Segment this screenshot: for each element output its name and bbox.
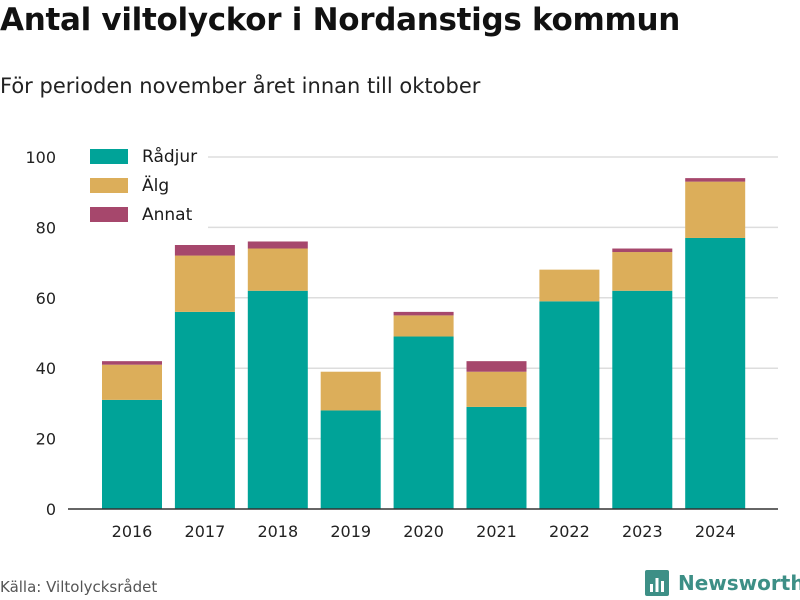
legend-label: Annat [142, 205, 193, 225]
bar-segment-rådjur [247, 290, 308, 509]
bar-segment-älg [102, 364, 162, 400]
bar-segment-rådjur [612, 290, 673, 509]
legend-swatch [90, 207, 128, 222]
bar-segment-annat [685, 178, 746, 182]
legend: Rådjur Älg Annat [90, 146, 197, 225]
legend-swatch [90, 178, 128, 193]
y-tick-label: 40 [36, 359, 56, 378]
bar-segment-rådjur [393, 336, 454, 509]
bars [102, 178, 746, 509]
x-tick-label: 2024 [695, 522, 736, 541]
x-tick-label: 2018 [257, 522, 298, 541]
legend-label: Älg [142, 175, 169, 196]
chart-title: Antal viltolyckor i Nordanstigs kommun [0, 2, 681, 38]
bar-segment-annat [247, 241, 308, 249]
bar-segment-älg [685, 181, 746, 238]
x-tick-label: 2023 [622, 522, 663, 541]
bar-segment-annat [393, 311, 454, 316]
x-tick-label: 2020 [403, 522, 444, 541]
y-tick-label: 100 [25, 148, 56, 167]
bar-segment-annat [466, 361, 527, 372]
bar-chart-logo-icon [645, 570, 669, 596]
x-tick-label: 2021 [476, 522, 517, 541]
bar-segment-älg [539, 269, 600, 302]
bar-segment-rådjur [685, 237, 746, 509]
chart-subtitle: För perioden november året innan till ok… [0, 74, 481, 98]
bar-segment-rådjur [539, 301, 600, 509]
bar-segment-älg [174, 255, 235, 312]
bar-segment-rådjur [174, 311, 235, 509]
bar-segment-rådjur [320, 410, 381, 509]
y-tick-label: 0 [46, 500, 56, 519]
x-tick-label: 2019 [330, 522, 371, 541]
x-tick-label: 2022 [549, 522, 590, 541]
x-tick-label: 2017 [185, 522, 226, 541]
bar-segment-annat [612, 248, 673, 253]
bar-segment-älg [247, 248, 308, 291]
y-tick-label: 60 [36, 289, 56, 308]
brand-name: Newsworthy [678, 571, 800, 595]
legend-swatch [90, 149, 128, 164]
y-axis-ticks: 0 20 40 60 80 100 [25, 148, 56, 519]
bar-segment-annat [174, 245, 235, 256]
source-note: Källa: Viltolycksrådet [0, 578, 158, 596]
bar-segment-älg [393, 315, 454, 337]
bar-segment-älg [466, 371, 527, 407]
bar-segment-älg [612, 252, 673, 291]
bar-segment-annat [102, 361, 162, 365]
bar-segment-rådjur [466, 406, 527, 509]
brand-logo: Newsworthy [644, 569, 800, 597]
legend-label: Rådjur [142, 146, 197, 167]
x-tick-label: 2016 [112, 522, 153, 541]
x-axis-ticks: 2016 2017 2018 2019 2020 2021 2022 2023 2024 [112, 522, 736, 541]
y-tick-label: 80 [36, 218, 56, 237]
bar-segment-älg [320, 371, 381, 411]
y-tick-label: 20 [36, 430, 56, 449]
bar-segment-rådjur [102, 399, 162, 509]
